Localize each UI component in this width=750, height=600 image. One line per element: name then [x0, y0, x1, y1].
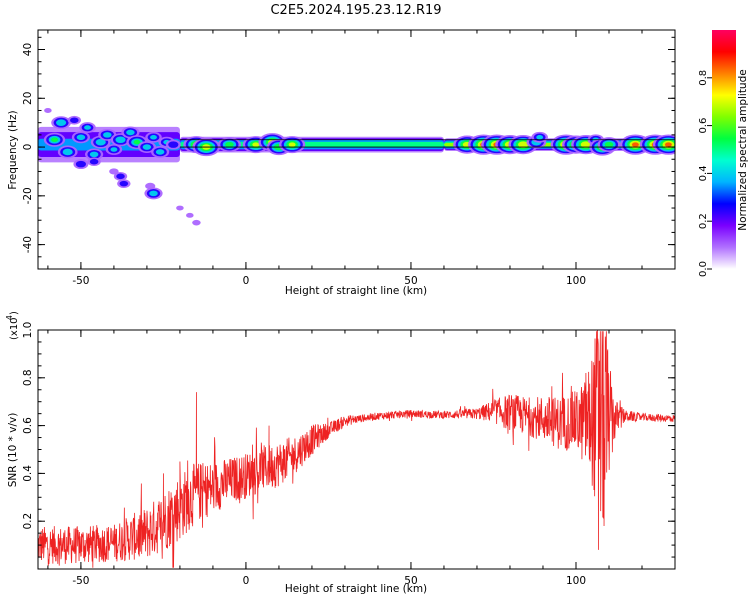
y-tick-label: -40: [22, 236, 34, 253]
spectral-blob: [109, 168, 119, 175]
colorbar-ticks: 0.0 0.2 0.4 0.6 0.8: [698, 70, 712, 277]
y-tick-label: -20: [22, 187, 34, 204]
spectrogram-x-axis-label: Height of straight line (km): [285, 285, 427, 297]
x-tick-label: 100: [566, 575, 586, 587]
spectral-blob: [151, 146, 170, 158]
snr-series-line: [38, 330, 675, 568]
x-tick-label: 0: [243, 275, 250, 287]
spectral-blob: [652, 134, 675, 155]
spectral-blob: [176, 205, 184, 211]
snr-y-multiplier-base: (x10: [9, 317, 20, 340]
snr-y-multiplier: (x10 4 ): [5, 311, 20, 340]
figure-title: C2E5.2024.195.23.12.R19: [270, 3, 441, 18]
y-tick-label: 40: [22, 43, 34, 56]
spectral-blob: [43, 132, 66, 147]
snr-axes: -50 0 50 100 0.2 0.4 0.6 0.8 1.0: [22, 322, 676, 587]
y-tick-label: 0.4: [22, 465, 34, 482]
y-tick-label: 1.0: [22, 322, 34, 339]
x-tick-label: -50: [72, 275, 89, 287]
snr-y-axis-label: SNR (10 * v/v): [7, 413, 19, 488]
snr-panel: -50 0 50 100 0.2 0.4 0.6 0.8 1.0 Height of strai…: [5, 311, 676, 595]
spectral-blob: [44, 108, 52, 113]
spectral-blob: [85, 148, 104, 161]
spectral-blob: [279, 136, 306, 154]
colorbar-tick-label: 0.6: [698, 118, 709, 134]
colorbar: 0.0 0.2 0.4 0.6 0.8 Normalized spectral ampl…: [698, 30, 749, 277]
y-tick-label: 0: [22, 144, 34, 151]
spectral-blob: [531, 131, 548, 143]
spectrogram-frame: [37, 29, 676, 270]
spectrogram-plot-area: [38, 108, 675, 226]
spectral-blob: [137, 141, 157, 153]
y-tick-label: 0.6: [22, 417, 34, 434]
colorbar-tick-label: 0.0: [698, 261, 709, 277]
y-tick-label: 0.8: [22, 369, 34, 386]
spectral-blob: [71, 131, 90, 144]
spectral-blob: [79, 122, 96, 133]
spectral-blob: [117, 179, 131, 188]
spectral-blob: [73, 159, 89, 170]
x-tick-label: 100: [566, 275, 586, 287]
colorbar-gradient: [712, 30, 736, 269]
spectral-blob: [57, 145, 78, 159]
x-tick-label: -50: [72, 575, 89, 587]
y-tick-label: 0.2: [22, 513, 34, 530]
spectral-blob: [192, 219, 201, 226]
x-tick-label: 50: [404, 275, 417, 287]
spectral-blob: [113, 171, 128, 181]
x-tick-label: 50: [404, 575, 417, 587]
x-tick-label: 0: [243, 575, 250, 587]
spectral-blob: [165, 139, 181, 150]
snr-y-multiplier-close: ): [9, 311, 20, 315]
spectrogram-panel: -50 0 50 100 -40 -20 0 20 40 Height of straight …: [7, 29, 676, 297]
snr-y-multiplier-exponent: 4: [5, 315, 14, 320]
spectral-blob: [67, 115, 81, 125]
spectral-blob: [145, 182, 156, 190]
colorbar-tick-label: 0.4: [698, 165, 709, 181]
snr-frame: [37, 329, 676, 570]
snr-x-axis-label: Height of straight line (km): [285, 583, 427, 595]
colorbar-label: Normalized spectral amplitude: [737, 69, 749, 230]
snr-plot-area: [38, 330, 675, 568]
spectral-blob: [186, 212, 194, 218]
spectral-blob: [51, 116, 71, 130]
y-tick-label: 20: [22, 92, 34, 105]
colorbar-tick-label: 0.8: [698, 70, 709, 86]
spectrogram-axes: -50 0 50 100 -40 -20 0 20 40: [22, 30, 676, 287]
spectral-blob: [145, 131, 162, 143]
colorbar-tick-label: 0.2: [698, 213, 709, 229]
spectral-blob: [105, 144, 123, 155]
spectral-blob: [144, 187, 163, 200]
spectrogram-y-axis-label: Frequency (Hz): [7, 110, 19, 189]
spectral-blob: [87, 157, 101, 167]
